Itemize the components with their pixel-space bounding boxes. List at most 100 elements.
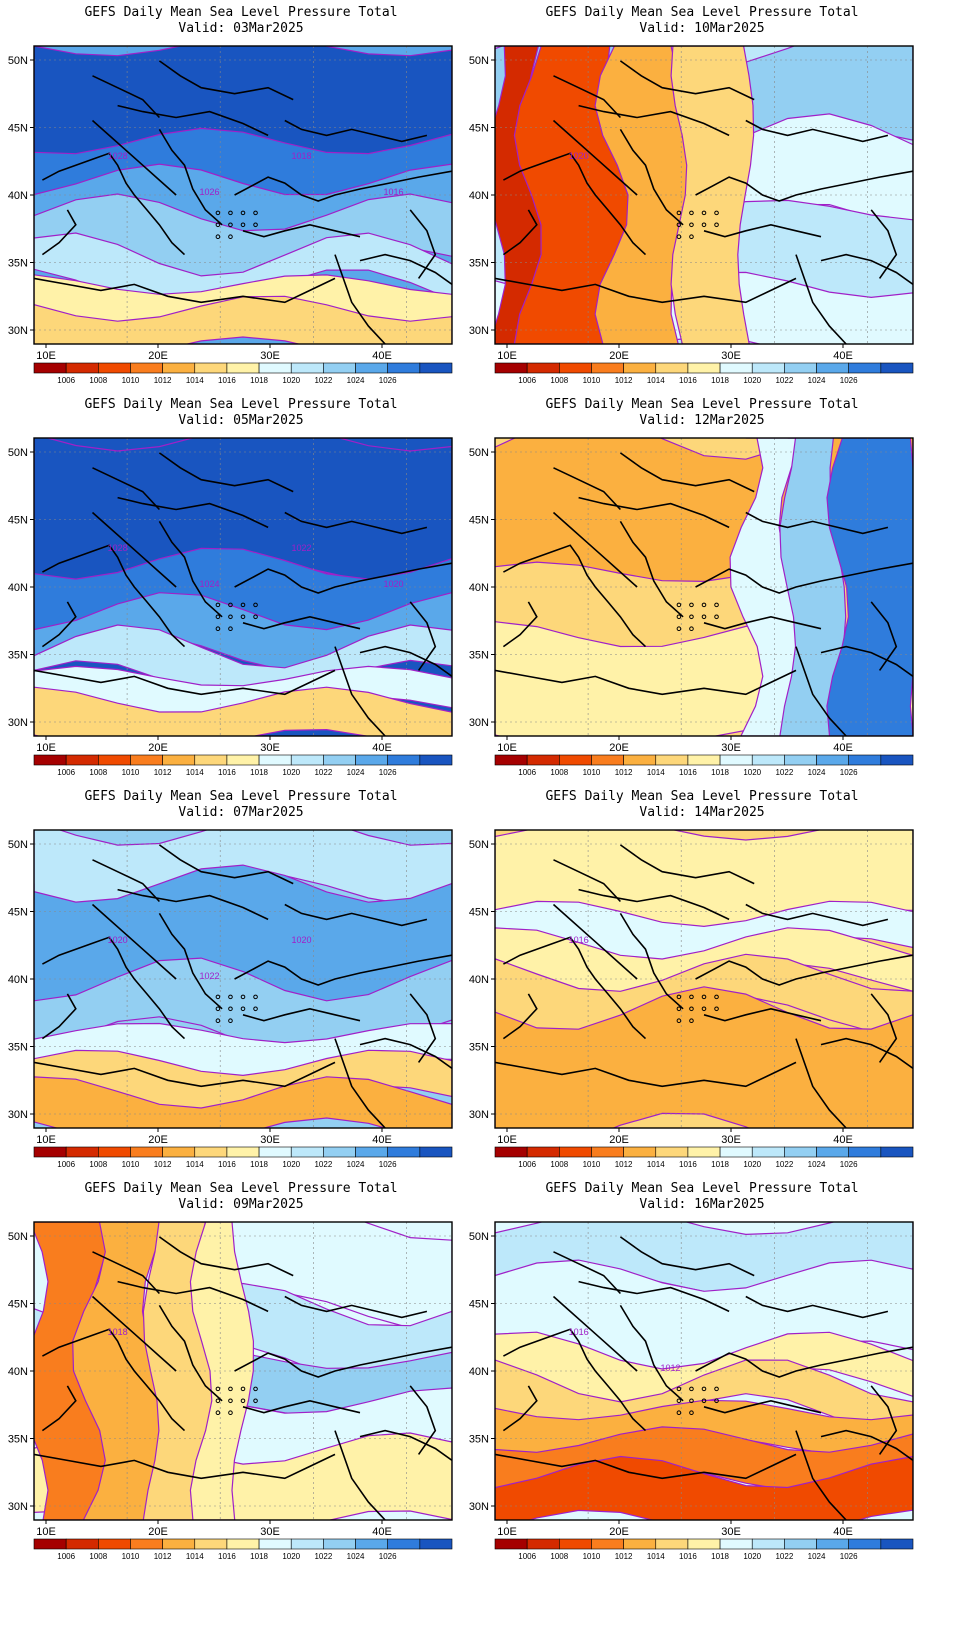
coastline — [41, 601, 77, 648]
island — [240, 222, 246, 228]
pressure-map: 1020 50N 45N 40N 35N 30N 10E 20E 30E 40E 1006 1008 1… — [469, 45, 914, 385]
lon-tick-label: 40E — [833, 1526, 853, 1538]
coastline — [619, 844, 755, 885]
island — [240, 1006, 246, 1012]
coastline — [92, 75, 160, 119]
colorbar-swatch — [816, 1538, 849, 1550]
lon-tick-label: 40E — [833, 1134, 853, 1146]
colorbar-swatch — [623, 362, 657, 374]
panel-valid-date: Valid: 03Mar2025 — [178, 21, 304, 36]
lon-tick-label: 10E — [36, 1526, 56, 1538]
pressure-band — [34, 686, 452, 736]
coastline — [495, 277, 797, 304]
colorbar-swatch — [494, 1146, 528, 1158]
colorbar-label: 1006 — [57, 376, 75, 385]
colorbar-swatch — [591, 1146, 624, 1158]
island — [701, 1006, 707, 1012]
colorbar-swatch — [719, 1538, 753, 1550]
coastline — [242, 223, 361, 238]
colorbar-swatch — [494, 362, 528, 374]
lat-tick-label: 35N — [469, 258, 489, 270]
colorbar-swatch — [355, 754, 388, 766]
contour-label: 1028 — [108, 543, 128, 553]
lon-tick-label: 30E — [260, 742, 280, 754]
coastline — [158, 520, 223, 618]
colorbar-swatch — [194, 1538, 228, 1550]
coastline — [552, 511, 638, 588]
panel-valid-date: Valid: 12Mar2025 — [639, 413, 765, 428]
lon-tick-label: 20E — [609, 742, 629, 754]
colorbar-label: 1020 — [743, 1552, 761, 1561]
coastline — [158, 128, 223, 226]
contour-label: 1024 — [200, 579, 220, 589]
colorbar — [33, 754, 453, 766]
colorbar-swatch — [880, 754, 914, 766]
island — [689, 626, 694, 632]
colorbar — [494, 362, 914, 374]
island — [240, 1386, 246, 1392]
coastline — [359, 1037, 452, 1070]
coastline — [242, 1399, 361, 1414]
colorbar-label: 1012 — [615, 768, 633, 777]
coastline — [820, 645, 913, 678]
contour-label: 1018 — [108, 1327, 128, 1337]
coastline — [619, 520, 684, 618]
colorbar-label: 1024 — [347, 376, 365, 385]
colorbar-swatch — [162, 1146, 196, 1158]
colorbar-label: 1018 — [250, 1160, 268, 1169]
colorbar-swatch — [880, 1538, 914, 1550]
lat-tick-label: 40N — [8, 190, 28, 202]
colorbar-swatch — [687, 754, 721, 766]
colorbar — [494, 754, 914, 766]
colorbar-swatch — [387, 1146, 421, 1158]
panel-valid-date: Valid: 16Mar2025 — [639, 1197, 765, 1212]
island — [215, 602, 221, 608]
panel-title: GEFS Daily Mean Sea Level Pressure Total — [545, 397, 859, 412]
island — [689, 1386, 694, 1392]
pressure-band — [495, 1455, 913, 1520]
colorbar-swatch — [33, 754, 67, 766]
colorbar-label: 1024 — [808, 1552, 826, 1561]
colorbar-swatch — [751, 362, 785, 374]
colorbar-label: 1022 — [775, 1552, 793, 1561]
island — [676, 234, 682, 240]
coastline — [284, 119, 428, 143]
contour-label: 1028 — [108, 151, 128, 161]
coastline — [158, 844, 294, 885]
colorbar-label: 1018 — [711, 768, 729, 777]
colorbar-swatch — [816, 1146, 849, 1158]
lat-tick-label: 30N — [469, 1501, 489, 1513]
colorbar-swatch — [387, 754, 421, 766]
colorbar-swatch — [880, 1146, 914, 1158]
island — [689, 234, 694, 240]
island — [215, 210, 221, 216]
island — [253, 210, 258, 216]
coastline — [34, 277, 336, 304]
lat-tick-label: 45N — [8, 515, 28, 527]
contour-label: 1020 — [108, 935, 128, 945]
island — [689, 1410, 694, 1416]
lat-tick-label: 45N — [469, 907, 489, 919]
colorbar-swatch — [65, 1538, 99, 1550]
colorbar-swatch — [559, 754, 592, 766]
coastline — [92, 1251, 160, 1295]
colorbar-label: 1022 — [775, 376, 793, 385]
panel-title: GEFS Daily Mean Sea Level Pressure Total — [84, 5, 398, 20]
lat-tick-label: 30N — [469, 1109, 489, 1121]
lon-tick-label: 10E — [36, 742, 56, 754]
colorbar-label: 1026 — [379, 376, 397, 385]
colorbar-swatch — [784, 1146, 817, 1158]
colorbar-swatch — [784, 362, 817, 374]
colorbar-swatch — [559, 362, 592, 374]
coastline — [502, 993, 538, 1040]
colorbar-label: 1020 — [743, 768, 761, 777]
colorbar-label: 1006 — [518, 768, 536, 777]
island — [215, 1018, 221, 1024]
panel-title: GEFS Daily Mean Sea Level Pressure Total — [545, 5, 859, 20]
contour-label: 1026 — [200, 187, 220, 197]
lat-tick-label: 35N — [8, 1042, 28, 1054]
island — [714, 1006, 719, 1012]
pressure-map: 1016 1012 50N 45N 40N 35N 30N 10E 20E 30E 40E 1006 1… — [469, 1221, 914, 1561]
coastline — [359, 253, 452, 286]
island — [228, 994, 233, 1000]
